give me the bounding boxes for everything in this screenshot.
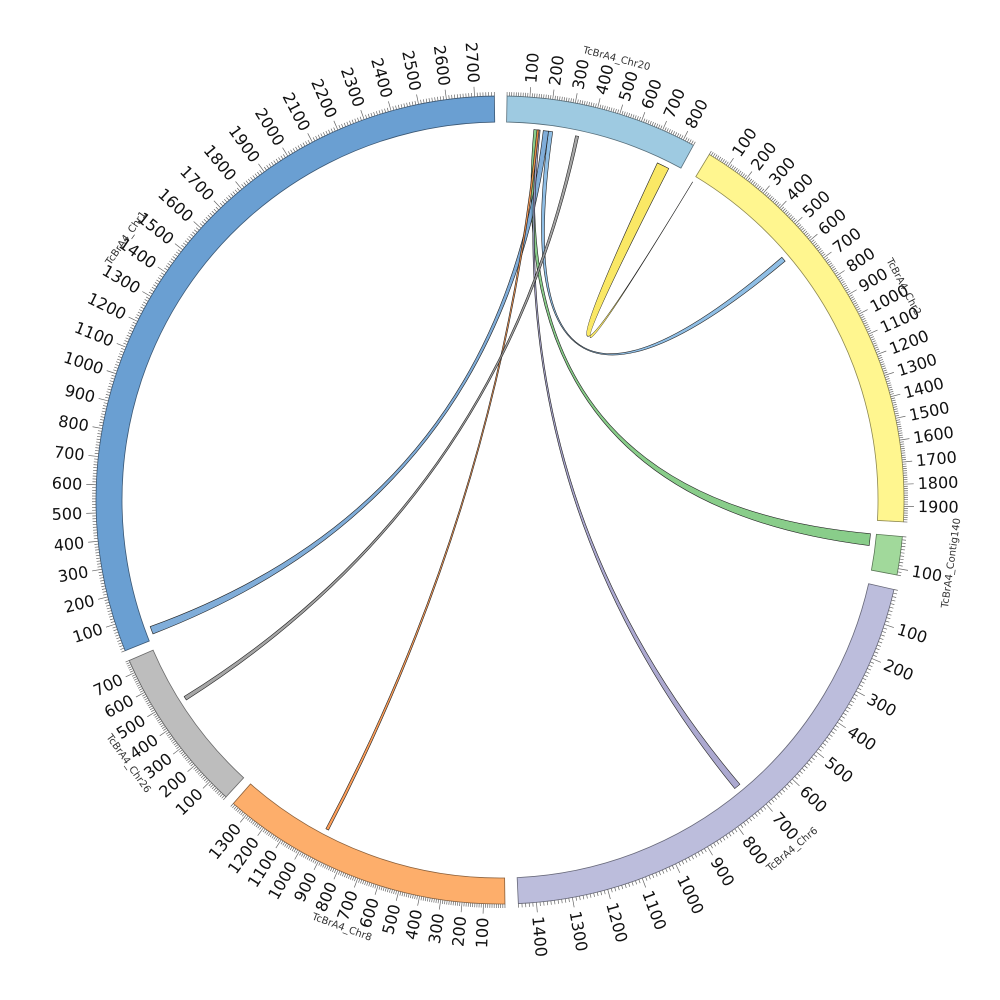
tick-label-chr1-2700: 2700 <box>462 42 484 84</box>
tick-label-chr8-600: 600 <box>356 896 383 931</box>
tick-label-chr6-500: 500 <box>821 753 857 787</box>
tick-label-chr6-800: 800 <box>738 832 771 868</box>
tick-label-chr1-2300: 2300 <box>337 65 369 110</box>
tick-label-chr1-1200: 1200 <box>84 289 129 324</box>
tick-label-chr8-300: 300 <box>425 912 448 945</box>
tick-label-chr1-2600: 2600 <box>430 44 454 87</box>
tick-label-chr6-1200: 1200 <box>602 900 631 944</box>
tick-label-chr6-1000: 1000 <box>673 872 708 917</box>
tick-label-chr1-600: 600 <box>51 474 82 494</box>
tick-label-chr2-1700: 1700 <box>915 448 957 471</box>
tick-label-chr1-2100: 2100 <box>279 89 315 134</box>
tick-label-chr1-300: 300 <box>56 562 89 586</box>
chromosome-band-chr2 <box>695 153 905 523</box>
tick-label-chr1-1100: 1100 <box>72 318 117 351</box>
tick-label-chr6-900: 900 <box>706 854 738 890</box>
tick-label-chr1-900: 900 <box>63 381 97 407</box>
chromosome-band-chr26 <box>128 649 245 798</box>
tick-label-chr6-1100: 1100 <box>638 888 670 933</box>
tick-label-chr1-500: 500 <box>51 504 82 524</box>
tick-label-chr1-1300: 1300 <box>99 261 144 298</box>
chromosome-chr2: 1002003004005006007008009001000110012001… <box>695 124 959 523</box>
tick-label-chr6-200: 200 <box>881 655 917 684</box>
tick-marks-chr6 <box>517 589 898 913</box>
tick-marks-chr20 <box>506 87 696 146</box>
tick-label-chr8-100: 100 <box>472 917 492 948</box>
tick-label-chr1-2500: 2500 <box>398 49 425 93</box>
tick-label-chr2-1400: 1400 <box>902 374 946 403</box>
tick-label-chr1-2000: 2000 <box>251 105 289 150</box>
chromosome-band-chr20 <box>506 95 694 169</box>
chromosome-band-contig140 <box>870 533 903 576</box>
ticks-contig140: 100 <box>896 536 944 586</box>
link-chr20-chr8 <box>325 129 540 831</box>
chromosome-chr8: 1002003004005006007008009001000110012001… <box>205 783 506 949</box>
tick-marks-chr8 <box>230 803 506 914</box>
tick-label-chr8-500: 500 <box>378 902 404 936</box>
tick-label-chr6-400: 400 <box>844 722 880 755</box>
tick-label-chr1-800: 800 <box>57 411 90 435</box>
tick-label-chr6-100: 100 <box>895 620 930 647</box>
links-layer <box>149 129 871 831</box>
tick-label-contig140-100: 100 <box>910 562 943 586</box>
tick-label-chr1-700: 700 <box>53 442 85 464</box>
tick-marks-contig140 <box>896 536 909 577</box>
tick-label-chr2-1800: 1800 <box>917 473 958 494</box>
tick-label-chr20-200: 200 <box>545 54 568 87</box>
tick-label-chr1-2200: 2200 <box>307 76 341 121</box>
chromosome-ring: 100 200 300400500600700800TcBrA4_Chr201002… <box>51 42 963 958</box>
tick-label-chr1-200: 200 <box>62 591 96 617</box>
tick-marks-chr1 <box>86 86 495 653</box>
tick-label-chr20-500: 500 <box>615 69 642 104</box>
tick-label-chr1-100: 100 <box>70 619 105 646</box>
tick-label-chr20-300: 300 <box>569 58 593 92</box>
tick-label-chr8-200: 200 <box>448 915 470 947</box>
tick-label-chr2-1900: 1900 <box>918 497 959 517</box>
link-chr20-chr26 <box>183 135 579 701</box>
chromosome-name-contig140: TcBrA4_Contig140 <box>940 517 964 609</box>
link-chr20-chr2 <box>586 162 693 338</box>
tick-marks-chr26 <box>125 660 227 801</box>
tick-label-chr8-400: 400 <box>401 908 426 942</box>
chromosome-band-chr6 <box>516 583 895 904</box>
tick-label-chr20-400: 400 <box>592 62 618 96</box>
tick-label-chr1-2400: 2400 <box>367 56 396 100</box>
tick-label-chr6-600: 600 <box>796 782 831 817</box>
tick-label-chr20-800: 800 <box>681 96 712 132</box>
tick-label-chr2-1500: 1500 <box>907 398 951 425</box>
link-chr20-chr6 <box>532 129 741 789</box>
tick-label-chr6-1300: 1300 <box>566 910 592 953</box>
link-chr20-contig140 <box>530 129 871 546</box>
tick-label-chr6-1400: 1400 <box>528 915 551 957</box>
link-chr20-chr2 <box>541 130 786 356</box>
tick-label-chr2-1600: 1600 <box>912 423 955 448</box>
tick-label-chr6-300: 300 <box>864 689 900 720</box>
chromosome-band-chr1 <box>95 95 496 652</box>
tick-label-chr1-1000: 1000 <box>61 348 106 379</box>
tick-marks-chr2 <box>708 150 914 523</box>
tick-label-chr1-400: 400 <box>53 533 85 555</box>
tick-label-chr20-100: 100 <box>521 52 542 84</box>
